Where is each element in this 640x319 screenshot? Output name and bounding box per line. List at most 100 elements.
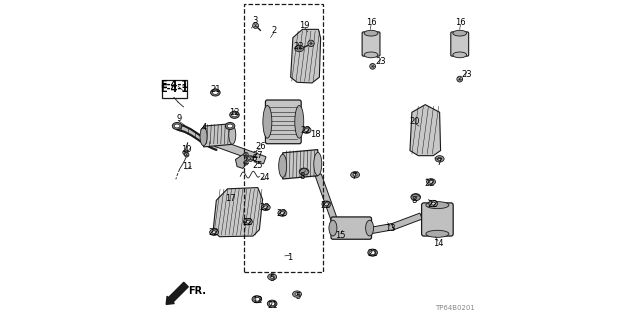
Ellipse shape: [172, 122, 182, 130]
Ellipse shape: [246, 220, 250, 223]
Ellipse shape: [453, 30, 467, 36]
Text: 21: 21: [367, 249, 378, 258]
Text: 23: 23: [375, 57, 386, 66]
Ellipse shape: [302, 127, 311, 133]
Text: 6: 6: [252, 154, 257, 163]
Text: 16: 16: [455, 18, 466, 27]
Text: 9: 9: [177, 114, 182, 123]
Ellipse shape: [368, 249, 378, 256]
Polygon shape: [236, 153, 247, 168]
FancyArrow shape: [166, 282, 188, 304]
Ellipse shape: [243, 219, 252, 225]
Text: 23: 23: [461, 70, 472, 78]
Ellipse shape: [232, 113, 237, 117]
Text: 22: 22: [260, 204, 270, 212]
Ellipse shape: [429, 181, 433, 183]
Ellipse shape: [268, 300, 277, 307]
Text: 22: 22: [300, 126, 311, 135]
Ellipse shape: [426, 179, 435, 185]
Ellipse shape: [261, 204, 270, 211]
Text: 7: 7: [351, 172, 356, 181]
FancyBboxPatch shape: [422, 203, 453, 236]
Text: 21: 21: [210, 85, 221, 94]
Ellipse shape: [278, 210, 287, 216]
Ellipse shape: [429, 200, 438, 207]
Text: 22: 22: [209, 228, 219, 237]
Text: 24: 24: [260, 173, 270, 182]
Ellipse shape: [295, 45, 304, 52]
Circle shape: [253, 23, 259, 28]
Text: 7: 7: [436, 158, 442, 167]
Ellipse shape: [351, 172, 360, 178]
Ellipse shape: [228, 126, 236, 144]
Text: 18: 18: [310, 130, 321, 139]
FancyBboxPatch shape: [369, 223, 394, 234]
Text: 10: 10: [181, 145, 192, 154]
Ellipse shape: [264, 206, 268, 209]
FancyBboxPatch shape: [333, 217, 372, 234]
Ellipse shape: [174, 124, 180, 128]
Text: 25: 25: [253, 161, 263, 170]
Ellipse shape: [300, 168, 309, 175]
Text: 11: 11: [182, 162, 192, 171]
Polygon shape: [410, 105, 440, 156]
Ellipse shape: [324, 203, 328, 206]
Text: 17: 17: [225, 194, 236, 203]
Text: 22: 22: [425, 179, 435, 188]
Polygon shape: [204, 124, 232, 147]
Text: 3: 3: [253, 16, 258, 25]
Ellipse shape: [270, 275, 274, 278]
Ellipse shape: [269, 302, 275, 306]
Polygon shape: [213, 188, 262, 237]
Text: 2: 2: [271, 26, 276, 35]
Ellipse shape: [200, 127, 207, 146]
FancyBboxPatch shape: [331, 217, 371, 239]
Ellipse shape: [280, 212, 284, 215]
Circle shape: [248, 156, 253, 161]
Ellipse shape: [411, 194, 420, 201]
Text: 22: 22: [242, 218, 253, 227]
Ellipse shape: [227, 124, 233, 128]
Ellipse shape: [278, 154, 287, 177]
Text: 8: 8: [300, 172, 305, 181]
Text: 21: 21: [268, 301, 278, 310]
FancyBboxPatch shape: [316, 174, 337, 222]
Ellipse shape: [364, 30, 378, 36]
Ellipse shape: [322, 201, 331, 207]
Ellipse shape: [426, 202, 449, 209]
Ellipse shape: [295, 106, 304, 138]
Ellipse shape: [364, 52, 378, 58]
Text: 8: 8: [412, 197, 417, 205]
Circle shape: [308, 40, 314, 47]
Ellipse shape: [212, 91, 218, 94]
Ellipse shape: [252, 296, 262, 303]
Polygon shape: [291, 29, 321, 83]
Text: 1: 1: [287, 253, 292, 262]
Text: 22: 22: [293, 42, 303, 51]
Text: 22: 22: [428, 200, 438, 209]
FancyBboxPatch shape: [214, 139, 266, 164]
Text: TP64B0201: TP64B0201: [435, 305, 475, 311]
Circle shape: [370, 63, 376, 69]
Ellipse shape: [329, 220, 337, 236]
Text: E-4-1: E-4-1: [161, 84, 189, 94]
Text: 5: 5: [295, 292, 300, 300]
Ellipse shape: [305, 129, 308, 132]
FancyBboxPatch shape: [392, 213, 422, 230]
Text: 12: 12: [253, 296, 263, 305]
Text: 16: 16: [365, 18, 376, 27]
Ellipse shape: [435, 156, 444, 162]
Polygon shape: [283, 150, 318, 179]
Circle shape: [244, 160, 248, 165]
Text: 4: 4: [202, 123, 207, 132]
Ellipse shape: [230, 111, 239, 118]
Circle shape: [184, 152, 189, 157]
Text: 22: 22: [321, 201, 331, 210]
Ellipse shape: [353, 174, 357, 176]
Ellipse shape: [426, 230, 449, 237]
Circle shape: [244, 152, 248, 157]
Ellipse shape: [254, 297, 260, 301]
Text: 14: 14: [433, 239, 444, 248]
Ellipse shape: [212, 231, 216, 234]
Text: 15: 15: [335, 231, 346, 240]
